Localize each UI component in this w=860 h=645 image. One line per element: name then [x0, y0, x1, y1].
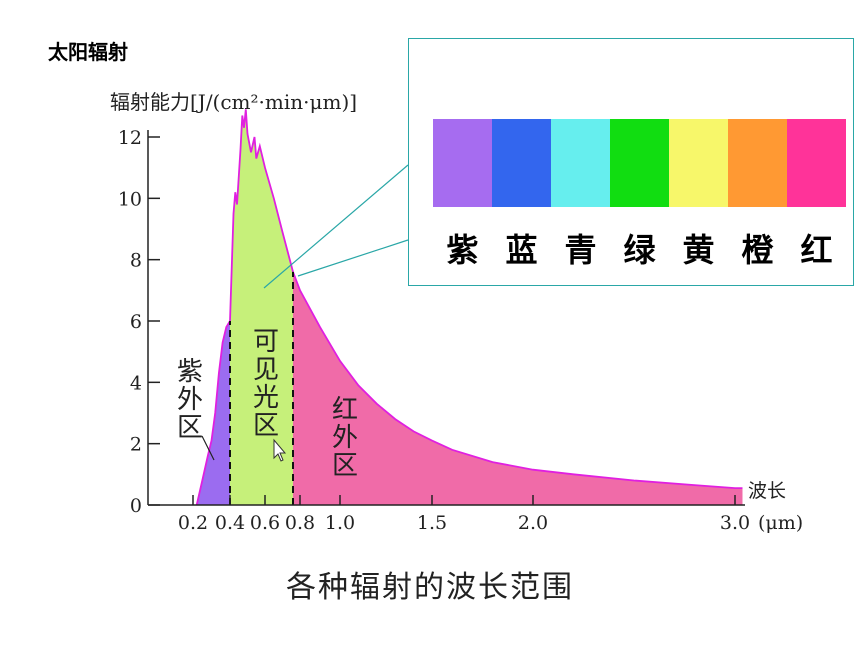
swatch-0 [433, 119, 492, 207]
color-name-6: 红 [800, 231, 833, 269]
x-tick-label: 2.0 [518, 512, 548, 534]
x-tick-label: 3.0 [720, 512, 750, 534]
region-areas [196, 109, 743, 506]
swatch-1 [492, 119, 551, 207]
region-label-2: 红外区 [332, 395, 358, 481]
x-tick-label: 0.6 [250, 512, 280, 534]
x-tick-label: 0.8 [285, 512, 315, 534]
color-swatches [433, 119, 846, 207]
swatch-2 [551, 119, 610, 207]
color-name-4: 黄 [682, 231, 715, 269]
swatch-5 [728, 119, 787, 207]
y-tick-label: 12 [118, 127, 142, 149]
axes [147, 130, 745, 506]
x-axis-label: 波长 [748, 480, 786, 502]
region-area-0 [196, 321, 230, 505]
swatch-3 [610, 119, 669, 207]
y-ticks: 0 2 4 6 8 10 12 [118, 127, 160, 517]
y-tick-label: 6 [130, 311, 142, 333]
color-name-1: 蓝 [505, 231, 538, 269]
y-tick-label: 4 [130, 372, 142, 394]
callout-connector-upper [263, 164, 409, 289]
color-name-3: 绿 [623, 231, 656, 269]
color-name-0: 紫 [446, 231, 479, 269]
callout-connector-lower [297, 239, 409, 277]
region-area-2 [293, 271, 743, 505]
swatch-6 [787, 119, 846, 207]
y-axis-label: 辐射能力[J/(cm²·min·μm)] [110, 90, 358, 114]
region-area-1 [230, 109, 293, 506]
region-label-0: 紫外区 [177, 357, 203, 443]
y-tick-label: 2 [130, 434, 142, 456]
region-dividers [229, 271, 294, 505]
pointer-lines [201, 164, 409, 461]
swatch-4 [669, 119, 728, 207]
x-axis-unit: (μm) [758, 512, 803, 534]
y-tick-label: 0 [130, 495, 142, 517]
x-tick-label: 1.0 [325, 512, 355, 534]
cursor-icon [273, 438, 287, 462]
x-tick-label: 1.5 [417, 512, 447, 534]
region-label-1: 可见光区 [253, 327, 279, 441]
x-tick-label: 0.4 [215, 512, 245, 534]
color-name-5: 橙 [741, 231, 774, 269]
radiation-curve [195, 109, 743, 506]
color-name-2: 青 [564, 231, 597, 269]
color-names: 紫蓝青绿黄橙红 [433, 225, 846, 271]
page-title: 太阳辐射 [48, 40, 128, 64]
visible-spectrum-callout: 紫蓝青绿黄橙红 [408, 38, 854, 286]
ultraviolet-pointer [201, 435, 215, 461]
figure-caption: 各种辐射的波长范围 [286, 570, 574, 605]
y-tick-label: 8 [130, 250, 142, 272]
x-ticks: 0.2 0.4 0.6 0.8 1.0 1.5 2.0 3.0 [178, 495, 750, 534]
y-tick-label: 10 [118, 188, 142, 210]
x-tick-label: 0.2 [178, 512, 208, 534]
